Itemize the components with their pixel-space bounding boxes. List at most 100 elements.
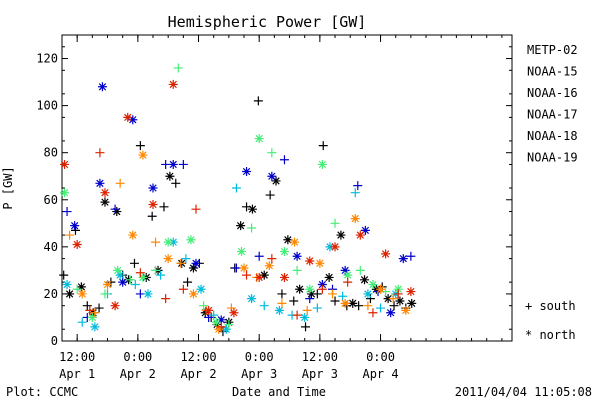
- data-point: [271, 176, 281, 186]
- data-point: [306, 289, 316, 299]
- y-tick-label: 0: [51, 334, 58, 348]
- data-point: [183, 277, 193, 287]
- data-point: [159, 202, 169, 212]
- data-point: [292, 265, 302, 275]
- data-point: [277, 289, 287, 299]
- data-point: [393, 284, 403, 294]
- data-point: [354, 301, 364, 311]
- data-point: [355, 265, 365, 275]
- data-point: [82, 301, 92, 311]
- data-points: [59, 63, 417, 337]
- data-point: [138, 272, 148, 282]
- legend-entry: NOAA-15: [527, 65, 578, 79]
- data-point: [340, 265, 350, 275]
- x-tick-label-time: 12:00: [302, 350, 338, 364]
- data-point: [242, 167, 252, 177]
- data-point: [173, 63, 183, 73]
- data-point: [143, 289, 153, 299]
- data-point: [253, 96, 263, 106]
- data-point: [325, 242, 335, 252]
- data-point: [110, 204, 120, 214]
- data-point: [236, 247, 246, 257]
- data-point: [407, 298, 417, 308]
- data-point: [112, 207, 122, 217]
- data-point: [376, 284, 386, 294]
- data-point: [279, 272, 289, 282]
- data-point: [305, 284, 315, 294]
- data-point: [388, 294, 398, 304]
- x-tick-label-date: Apr 2: [180, 367, 216, 381]
- data-point: [176, 258, 186, 268]
- data-point: [181, 254, 191, 264]
- data-point: [368, 308, 378, 318]
- data-point: [312, 289, 322, 299]
- data-point: [59, 270, 69, 280]
- data-point: [259, 301, 269, 311]
- data-point: [129, 258, 139, 268]
- data-point: [383, 294, 393, 304]
- data-point: [128, 230, 138, 240]
- data-point: [138, 150, 148, 160]
- data-point: [186, 235, 196, 245]
- data-point: [363, 301, 373, 311]
- data-point: [265, 190, 275, 200]
- data-point: [350, 188, 360, 198]
- data-point: [340, 298, 350, 308]
- data-point: [163, 237, 173, 247]
- data-point: [338, 291, 348, 301]
- data-point: [386, 308, 396, 318]
- data-point: [188, 263, 198, 273]
- data-point: [115, 178, 125, 188]
- data-point: [226, 303, 236, 313]
- data-point: [199, 301, 209, 311]
- data-point: [188, 289, 198, 299]
- data-point: [247, 223, 257, 233]
- data-point: [97, 82, 107, 92]
- data-point: [168, 79, 178, 89]
- data-point: [355, 230, 365, 240]
- data-point: [191, 258, 201, 268]
- data-point: [161, 159, 171, 169]
- data-point: [254, 134, 264, 144]
- data-point: [221, 324, 231, 334]
- x-axis-label: Date and Time: [232, 385, 326, 399]
- data-point: [283, 235, 293, 245]
- data-point: [353, 181, 363, 191]
- data-point: [336, 230, 346, 240]
- data-point: [65, 230, 75, 240]
- data-point: [317, 284, 327, 294]
- y-tick-label: 40: [44, 240, 58, 254]
- data-point: [389, 301, 399, 311]
- x-tick-label-date: Apr 1: [59, 367, 95, 381]
- data-point: [259, 270, 269, 280]
- footer-timestamp: 2011/04/04 11:05:08: [455, 385, 592, 399]
- data-point: [115, 270, 125, 280]
- data-point: [401, 305, 411, 315]
- data-point: [168, 237, 178, 247]
- data-point: [156, 270, 166, 280]
- data-point: [292, 310, 302, 320]
- data-point: [290, 237, 300, 247]
- data-point: [301, 322, 311, 332]
- data-point: [279, 155, 289, 165]
- data-point: [62, 207, 72, 217]
- data-point: [239, 263, 249, 273]
- data-point: [292, 251, 302, 261]
- data-point: [135, 289, 145, 299]
- data-point: [289, 296, 299, 306]
- data-point: [300, 312, 310, 322]
- legend: METP-02 NOAA-15 NOAA-16 NOAA-17 NOAA-18 NOAA-…: [527, 43, 578, 165]
- data-point: [216, 315, 226, 325]
- data-point: [60, 159, 70, 169]
- data-point: [165, 171, 175, 181]
- data-point: [376, 303, 386, 313]
- data-point: [279, 247, 289, 257]
- data-point: [211, 317, 221, 327]
- data-point: [247, 294, 257, 304]
- data-point: [242, 270, 252, 280]
- data-point: [76, 282, 86, 292]
- data-point: [365, 294, 375, 304]
- data-point: [324, 272, 334, 282]
- data-point: [231, 183, 241, 193]
- data-point: [363, 289, 373, 299]
